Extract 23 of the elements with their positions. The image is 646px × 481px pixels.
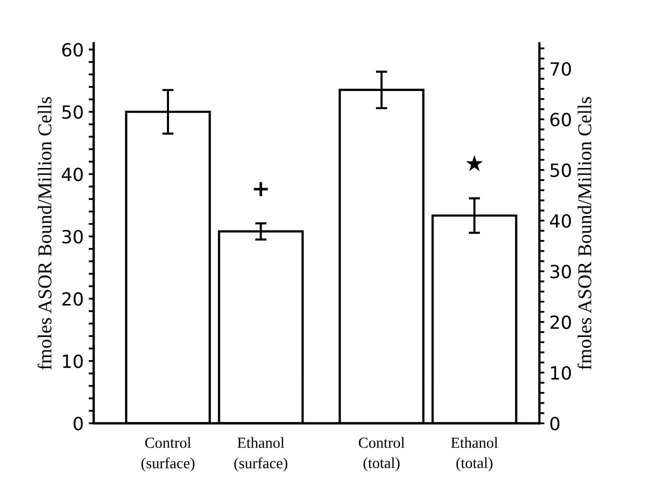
x-tick-label: Control (surface) (141, 437, 194, 472)
y2-tick-label: 70 (550, 62, 571, 76)
y-tick-label: 0 (74, 416, 83, 430)
y2-tick-label: 40 (550, 214, 571, 228)
x-tick-label: Ethanol (total) (451, 437, 498, 472)
y2-tick-label: 50 (550, 163, 571, 178)
y2-tick-label: 10 (551, 366, 571, 380)
y-axis-title: fmoles ASOR Bound/Million Cells (38, 97, 52, 370)
y-tick-label: 60 (62, 42, 83, 57)
y2-tick-label: 30 (550, 264, 571, 278)
y-tick-label: 30 (62, 230, 83, 244)
annotation: + (254, 182, 268, 196)
x-tick-label: Control (total) (358, 437, 405, 472)
y-tick-label: 50 (62, 105, 83, 119)
y-tick-label: 40 (62, 168, 83, 182)
annotation: ★ (466, 155, 483, 172)
x-tick-label: Ethanol (surface) (234, 437, 288, 472)
y2-tick-label: 20 (550, 315, 571, 330)
y-tick-label: 10 (62, 354, 83, 368)
y-tick-label: 20 (62, 292, 83, 306)
y2-tick-label: 60 (550, 112, 571, 126)
y2-tick-label: 0 (550, 416, 560, 430)
y2-axis-title: fmoles ASOR Bound/Million Cells (577, 97, 592, 370)
